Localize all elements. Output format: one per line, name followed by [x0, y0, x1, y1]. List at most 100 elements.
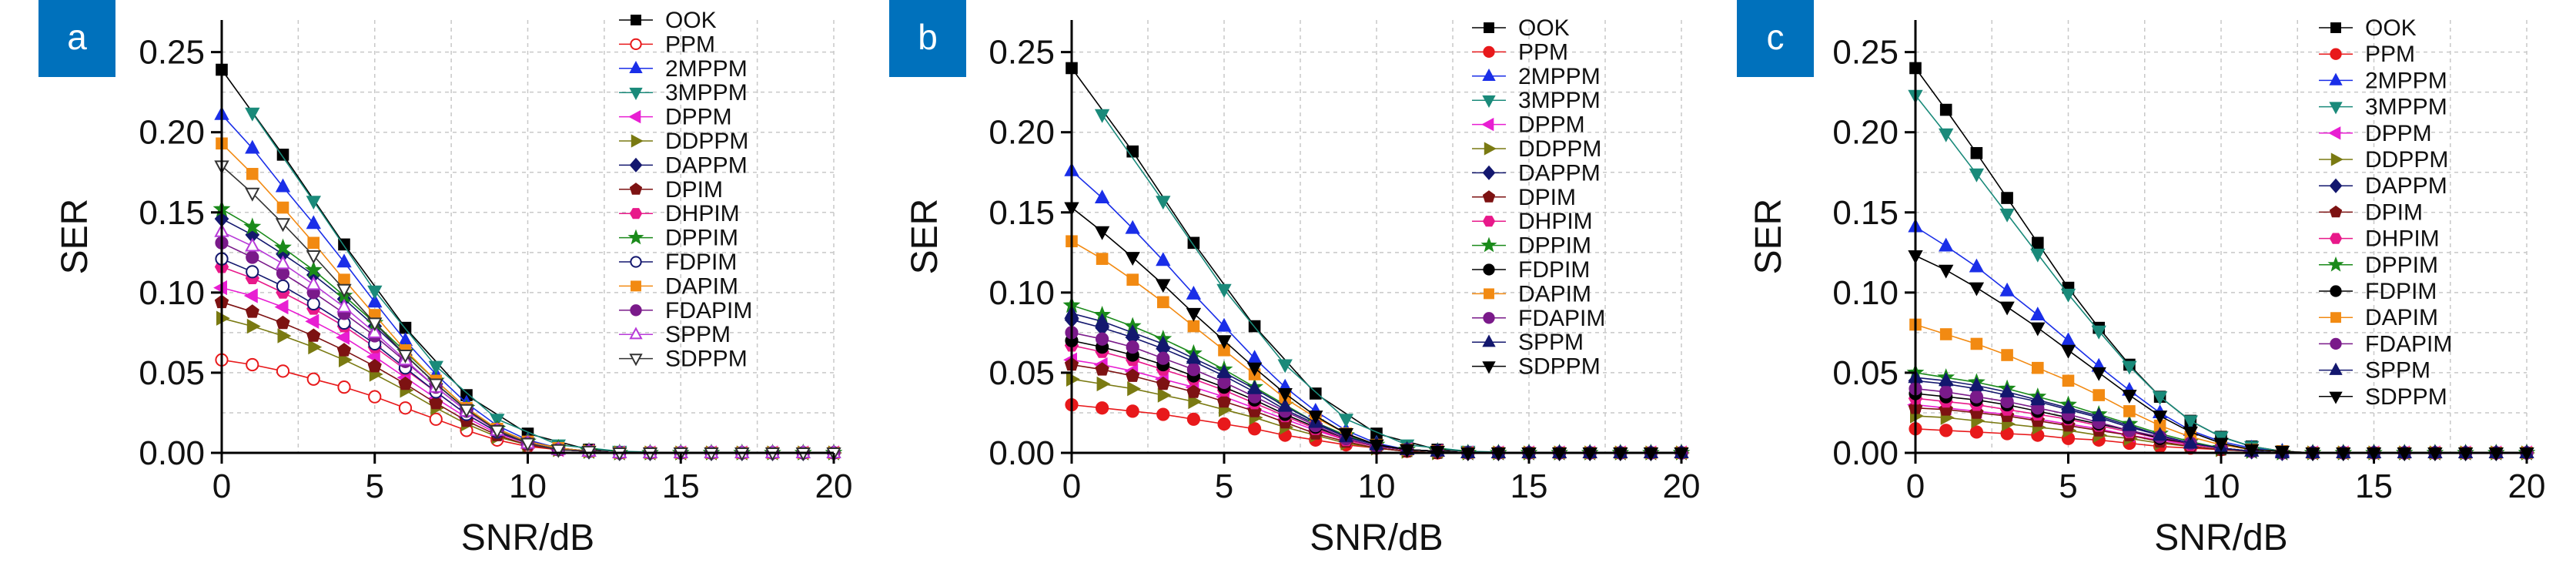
data-point: [307, 236, 320, 250]
legend-marker: [630, 256, 642, 268]
data-point: [2030, 322, 2046, 337]
data-point: [1096, 253, 1109, 265]
x-tick-label: 20: [2508, 467, 2546, 505]
legend-marker: [631, 15, 641, 25]
data-point: [246, 265, 259, 279]
legend-label: DPIM: [1518, 185, 1576, 210]
data-point: [306, 215, 321, 230]
legend-label: 2MPPM: [2365, 68, 2447, 93]
x-tick-label: 20: [1663, 467, 1701, 505]
data-point: [459, 404, 474, 418]
data-point: [398, 376, 413, 390]
data-point: [367, 323, 383, 338]
data-point: [1217, 417, 1231, 431]
data-point: [245, 107, 260, 122]
data-point: [306, 372, 320, 386]
data-point: [1277, 397, 1293, 412]
legend-marker: [1482, 165, 1496, 180]
data-point: [276, 279, 290, 293]
data-point: [2030, 307, 2046, 320]
legend-label: DDPPM: [1518, 136, 1601, 162]
legend-marker: [629, 208, 643, 220]
data-point: [1186, 363, 1201, 377]
legend-label: OOK: [2365, 15, 2417, 41]
legend-marker: [2330, 312, 2341, 323]
data-point: [1157, 387, 1172, 403]
data-point: [276, 201, 289, 214]
data-point: [2001, 192, 2013, 204]
x-tick-label: 15: [1510, 467, 1548, 505]
data-point: [243, 217, 262, 235]
data-point: [1308, 411, 1323, 425]
data-point: [1186, 307, 1202, 322]
legend-label: FDPIM: [1518, 257, 1590, 283]
data-point: [337, 380, 351, 394]
legend-marker: [1483, 312, 1495, 324]
legend-marker: [631, 280, 641, 292]
panel-badge: [889, 0, 966, 77]
data-point: [304, 260, 323, 278]
legend-label: DPPM: [665, 105, 732, 130]
data-point: [2093, 389, 2105, 401]
legend-marker: [629, 354, 643, 367]
legend-marker: [2329, 178, 2343, 193]
data-point: [1969, 282, 1985, 297]
data-point: [1969, 258, 1985, 273]
data-point: [1999, 282, 2015, 297]
data-point: [1125, 220, 1140, 234]
y-tick-label: 0.15: [1832, 194, 1899, 232]
legend-label: PPM: [2365, 42, 2415, 67]
data-point: [1310, 387, 1322, 400]
legend-marker: [628, 109, 641, 124]
legend-label: DAPIM: [665, 273, 738, 299]
data-point: [1216, 335, 1232, 350]
data-point: [1156, 407, 1170, 421]
data-point: [429, 395, 443, 410]
data-point: [1157, 296, 1169, 309]
data-point: [245, 139, 260, 154]
x-axis-title: SNR/dB: [1310, 518, 1443, 558]
data-point: [276, 266, 290, 280]
legend-label: DAPPM: [2365, 173, 2447, 199]
data-point: [246, 250, 259, 264]
data-point: [2183, 434, 2198, 449]
data-point: [2244, 444, 2260, 458]
y-tick-label: 0.05: [1832, 354, 1899, 392]
data-point: [306, 196, 321, 210]
data-point: [336, 283, 352, 298]
data-point: [276, 364, 290, 378]
data-point: [2152, 411, 2168, 425]
data-point: [1246, 362, 1263, 377]
legend-marker: [1481, 117, 1494, 132]
data-point: [1125, 252, 1140, 266]
x-tick-label: 0: [1906, 467, 1925, 505]
data-point: [245, 187, 260, 202]
data-point: [2060, 399, 2076, 414]
data-point: [1126, 368, 1140, 382]
data-point: [1156, 376, 1170, 390]
data-point: [2091, 367, 2106, 381]
data-point: [2001, 349, 2013, 361]
data-point: [306, 297, 320, 311]
legend-label: DPPM: [2365, 121, 2432, 146]
data-point: [1126, 145, 1139, 158]
x-tick-label: 15: [2355, 467, 2393, 505]
legend: OOKPPM2MPPM3MPPMDPPMDDPPMDAPPMDPIMDHPIMD…: [1472, 15, 1605, 380]
data-point: [2000, 394, 2014, 408]
legend-marker: [1483, 45, 1495, 59]
x-tick-label: 10: [509, 467, 547, 505]
data-point: [2060, 344, 2076, 359]
data-point: [1156, 252, 1171, 266]
legend-label: SDPPM: [665, 347, 748, 372]
data-point: [1939, 237, 1954, 252]
legend-marker: [629, 183, 643, 195]
data-point: [276, 149, 289, 161]
data-point: [1186, 384, 1201, 398]
data-point: [1156, 279, 1171, 293]
y-axis-title: SER: [1748, 199, 1789, 275]
legend-label: DAPPM: [1518, 160, 1601, 186]
data-point: [2183, 426, 2198, 441]
y-tick-label: 0.15: [989, 194, 1055, 232]
panel-b: b 0 5 10 15 20 0.00 0.05 0.10 0.15 0.20 0.25 SNR/dB S…: [889, 0, 1700, 558]
data-point: [1277, 359, 1293, 374]
